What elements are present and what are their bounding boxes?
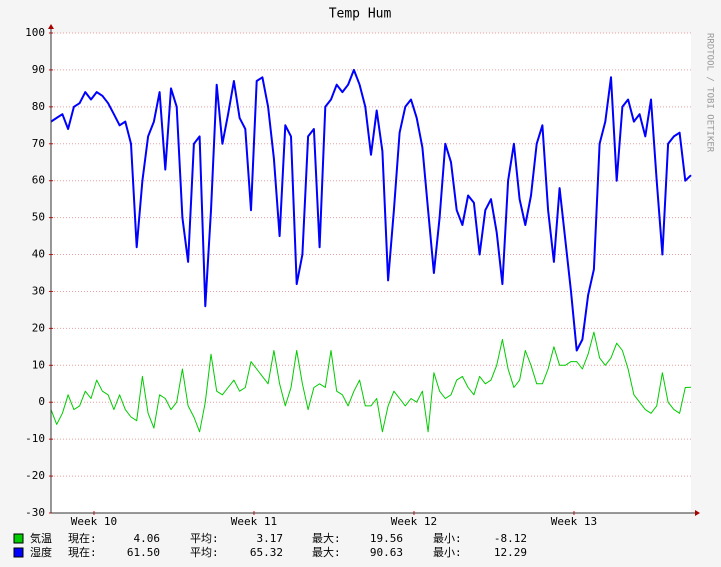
legend-stat-label: 現在: xyxy=(68,546,97,559)
legend-stat-value: 4.06 xyxy=(134,532,161,545)
legend-stat-label: 最小: xyxy=(433,546,462,559)
legend-stat-value: 65.32 xyxy=(250,546,283,559)
legend-swatch xyxy=(13,547,24,558)
watermark: RRDTOOL / TOBI OETIKER xyxy=(705,33,715,153)
y-tick-label: 40 xyxy=(32,248,45,261)
legend-stat-value: 90.63 xyxy=(370,546,403,559)
y-tick-label: 70 xyxy=(32,137,45,150)
y-tick-label: 30 xyxy=(32,284,45,297)
data-line xyxy=(50,68,692,352)
y-tick-label: 100 xyxy=(25,26,45,39)
y-tick-label: 60 xyxy=(32,174,45,187)
legend-stat-label: 最小: xyxy=(433,532,462,545)
legend-stat-value: 3.17 xyxy=(257,532,284,545)
legend-stat-label: 平均: xyxy=(190,546,219,559)
y-tick-label: -30 xyxy=(25,506,45,519)
legend-stat-label: 現在: xyxy=(68,532,97,545)
legend-swatch xyxy=(13,533,24,544)
chart-title: Temp Hum xyxy=(329,7,392,22)
legend-stat-value: 19.56 xyxy=(370,532,403,545)
y-tick-label: 20 xyxy=(32,321,45,334)
y-tick-label: -20 xyxy=(25,469,45,482)
x-tick-label: Week 11 xyxy=(231,515,277,528)
y-tick-label: 0 xyxy=(38,395,45,408)
legend-stat-label: 最大: xyxy=(312,531,341,545)
legend-stat-value: -8.12 xyxy=(494,532,527,545)
y-tick-label: 10 xyxy=(32,358,45,371)
data-line xyxy=(50,331,692,433)
legend-label: 湿度 xyxy=(30,545,52,559)
plot-area xyxy=(51,33,691,513)
legend-label: 気温 xyxy=(30,531,52,545)
y-tick-label: 80 xyxy=(32,100,45,113)
legend-stat-label: 平均: xyxy=(190,532,219,545)
legend-stat-value: 12.29 xyxy=(494,546,527,559)
x-tick-label: Week 12 xyxy=(391,515,437,528)
y-axis-arrow xyxy=(48,24,54,29)
x-tick-label: Week 13 xyxy=(551,515,597,528)
y-tick-label: 90 xyxy=(32,63,45,76)
legend-stat-label: 最大: xyxy=(312,545,341,559)
x-axis-arrow xyxy=(695,510,700,516)
y-tick-label: 50 xyxy=(32,211,45,224)
x-tick-label: Week 10 xyxy=(71,515,117,528)
y-tick-label: -10 xyxy=(25,432,45,445)
legend-stat-value: 61.50 xyxy=(127,546,160,559)
